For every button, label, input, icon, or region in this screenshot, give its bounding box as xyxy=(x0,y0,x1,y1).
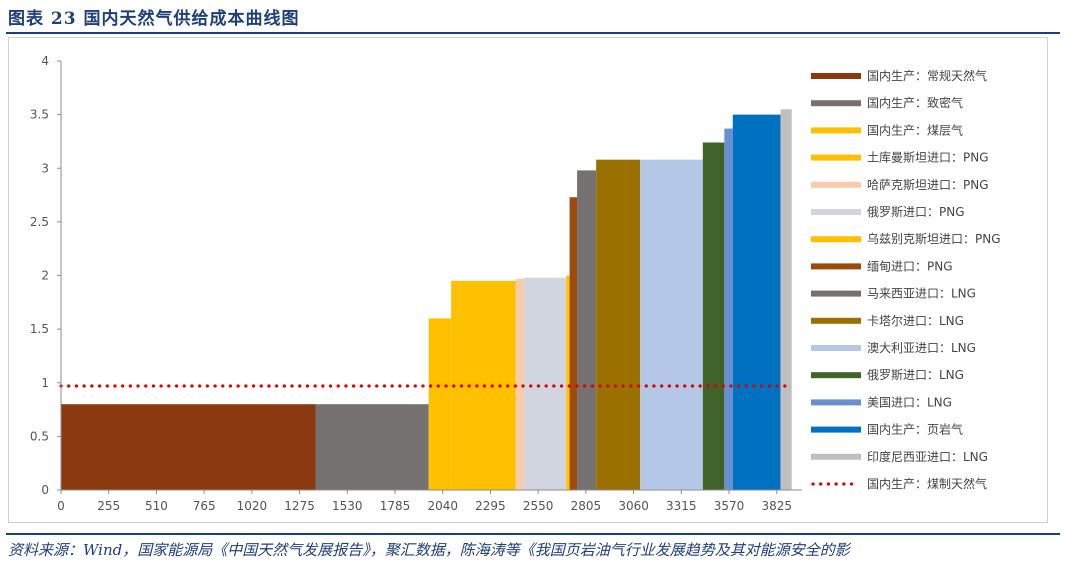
axis-layer: 0 0.5 1 1.5 2 2.5 3 3.5 4 0 255 510 765 1020 1275 1530 1… xyxy=(30,54,802,513)
bar-2 xyxy=(428,318,452,490)
legend-swatch xyxy=(811,290,861,297)
legend-entry: 国内生产：煤制天然气 xyxy=(867,476,987,491)
legend-entry: 澳大利亚进口：LNG xyxy=(867,341,976,355)
bar-11 xyxy=(702,142,725,490)
y-tick-label: 2.5 xyxy=(30,215,49,229)
x-tick-label: 3570 xyxy=(714,499,745,513)
legend-swatch xyxy=(811,263,861,270)
legend-entry: 国内生产：页岩气 xyxy=(867,422,963,437)
source-note: 资料来源：Wind，国家能源局《中国天然气发展报告》，聚汇数据，陈海涛等《我国页… xyxy=(8,541,850,559)
legend-entry: 美国进口：LNG xyxy=(867,395,952,409)
x-tick-label: 255 xyxy=(97,499,120,513)
x-tick-label: 2295 xyxy=(475,499,506,513)
legend-swatch xyxy=(811,100,861,107)
x-tick-label: 2550 xyxy=(523,499,554,513)
bar-13 xyxy=(732,114,781,490)
x-tick-label: 1785 xyxy=(380,499,411,513)
bar-1 xyxy=(315,404,429,490)
legend-swatch xyxy=(811,426,861,433)
legend-entry: 土库曼斯坦进口：PNG xyxy=(867,150,989,165)
legend-swatch xyxy=(811,345,861,351)
bar-14 xyxy=(780,109,792,490)
x-tick-label: 1275 xyxy=(284,499,315,513)
x-tick-label: 2040 xyxy=(427,499,458,513)
x-tick-label: 1530 xyxy=(332,499,363,513)
legend-swatch xyxy=(811,73,861,79)
x-tick-label: 0 xyxy=(57,499,65,513)
legend-entry: 俄罗斯进口：LNG xyxy=(867,368,964,382)
y-tick-label: 0.5 xyxy=(30,429,49,443)
legend-swatch xyxy=(811,127,861,134)
legend-swatch xyxy=(811,236,861,243)
legend-entry: 卡塔尔进口：LNG xyxy=(867,313,964,328)
chart-frame xyxy=(8,37,1048,523)
y-tick-label: 3.5 xyxy=(30,108,49,122)
legend-entry: 印度尼西亚进口：LNG xyxy=(867,449,988,464)
bar-9 xyxy=(596,159,641,491)
x-tick-label: 3315 xyxy=(666,499,697,513)
legend-entry: 国内生产：常规天然气 xyxy=(867,68,987,83)
y-tick-label: 3 xyxy=(41,161,49,175)
x-tick-label: 3825 xyxy=(761,499,792,513)
legend-swatch xyxy=(811,181,861,188)
bar-6 xyxy=(566,275,570,490)
legend-swatch xyxy=(811,154,861,161)
x-tick-label: 2805 xyxy=(571,499,602,513)
page-title: 图表 23 国内天然气供给成本曲线图 xyxy=(8,9,300,29)
y-tick-label: 1.5 xyxy=(30,322,49,336)
bar-4 xyxy=(515,278,525,490)
legend-swatch xyxy=(811,317,861,324)
y-tick-label: 0 xyxy=(41,483,49,497)
legend-entry: 马来西亚进口：LNG xyxy=(867,287,976,301)
legend-entry: 哈萨克斯坦进口：PNG xyxy=(867,178,989,192)
legend-swatch xyxy=(811,453,861,460)
x-tick-label: 765 xyxy=(193,499,216,513)
legend-entry: 俄罗斯进口：PNG xyxy=(867,205,965,219)
footer-divider xyxy=(6,533,1060,535)
y-tick-label: 1 xyxy=(41,376,49,390)
x-tick-label: 1020 xyxy=(237,499,268,513)
bar-8 xyxy=(577,170,597,490)
x-tick-label: 510 xyxy=(145,499,168,513)
legend-swatch xyxy=(811,372,861,379)
legend-entry: 国内生产：致密气 xyxy=(867,95,963,110)
header-divider xyxy=(6,32,1060,34)
legend-entry: 国内生产：煤层气 xyxy=(867,122,963,137)
y-tick-label: 2 xyxy=(41,269,49,283)
bar-10 xyxy=(640,159,703,491)
bar-12 xyxy=(724,128,733,490)
bar-5 xyxy=(524,277,567,490)
bars-layer xyxy=(61,109,792,491)
legend-entry: 缅甸进口：PNG xyxy=(867,259,953,273)
x-tick-label: 3060 xyxy=(618,499,649,513)
legend-swatch xyxy=(811,399,861,406)
bar-7 xyxy=(569,197,578,490)
bar-0 xyxy=(61,404,316,490)
legend-swatch xyxy=(811,209,861,215)
y-tick-label: 4 xyxy=(41,54,49,68)
legend-entry: 乌兹别克斯坦进口：PNG xyxy=(867,231,1001,246)
